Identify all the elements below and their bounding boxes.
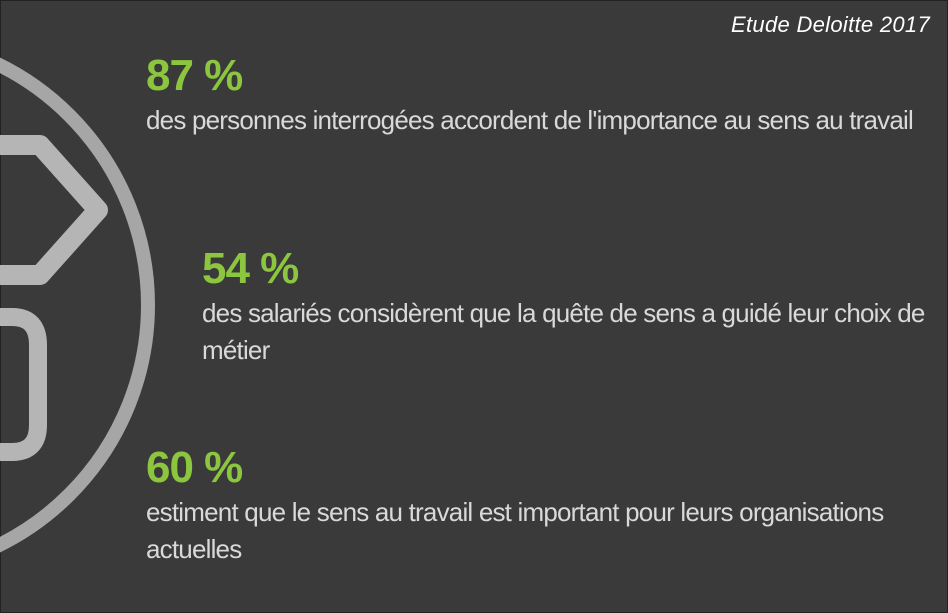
source-label: Etude Deloitte 2017 bbox=[731, 12, 930, 37]
stat-value: 54 % bbox=[202, 244, 299, 293]
stat-description: des personnes interrogées accordent de l… bbox=[146, 105, 914, 135]
stat-value: 87 % bbox=[146, 51, 243, 100]
circle-logo-decoration bbox=[0, 57, 155, 553]
chevron-shape bbox=[0, 135, 108, 285]
stat-description: des salariés considèrent que la quête de… bbox=[202, 298, 925, 365]
stat-block: 60 % estiment que le sens au travail est… bbox=[146, 444, 936, 568]
rounded-shape bbox=[0, 308, 47, 461]
outer-ring bbox=[0, 57, 155, 553]
stat-block: 54 % des salariés considèrent que la quê… bbox=[202, 245, 932, 369]
stat-description: estiment que le sens au travail est impo… bbox=[146, 497, 884, 564]
stat-value: 60 % bbox=[146, 443, 243, 492]
stat-block: 87 % des personnes interrogées accordent… bbox=[146, 52, 936, 139]
